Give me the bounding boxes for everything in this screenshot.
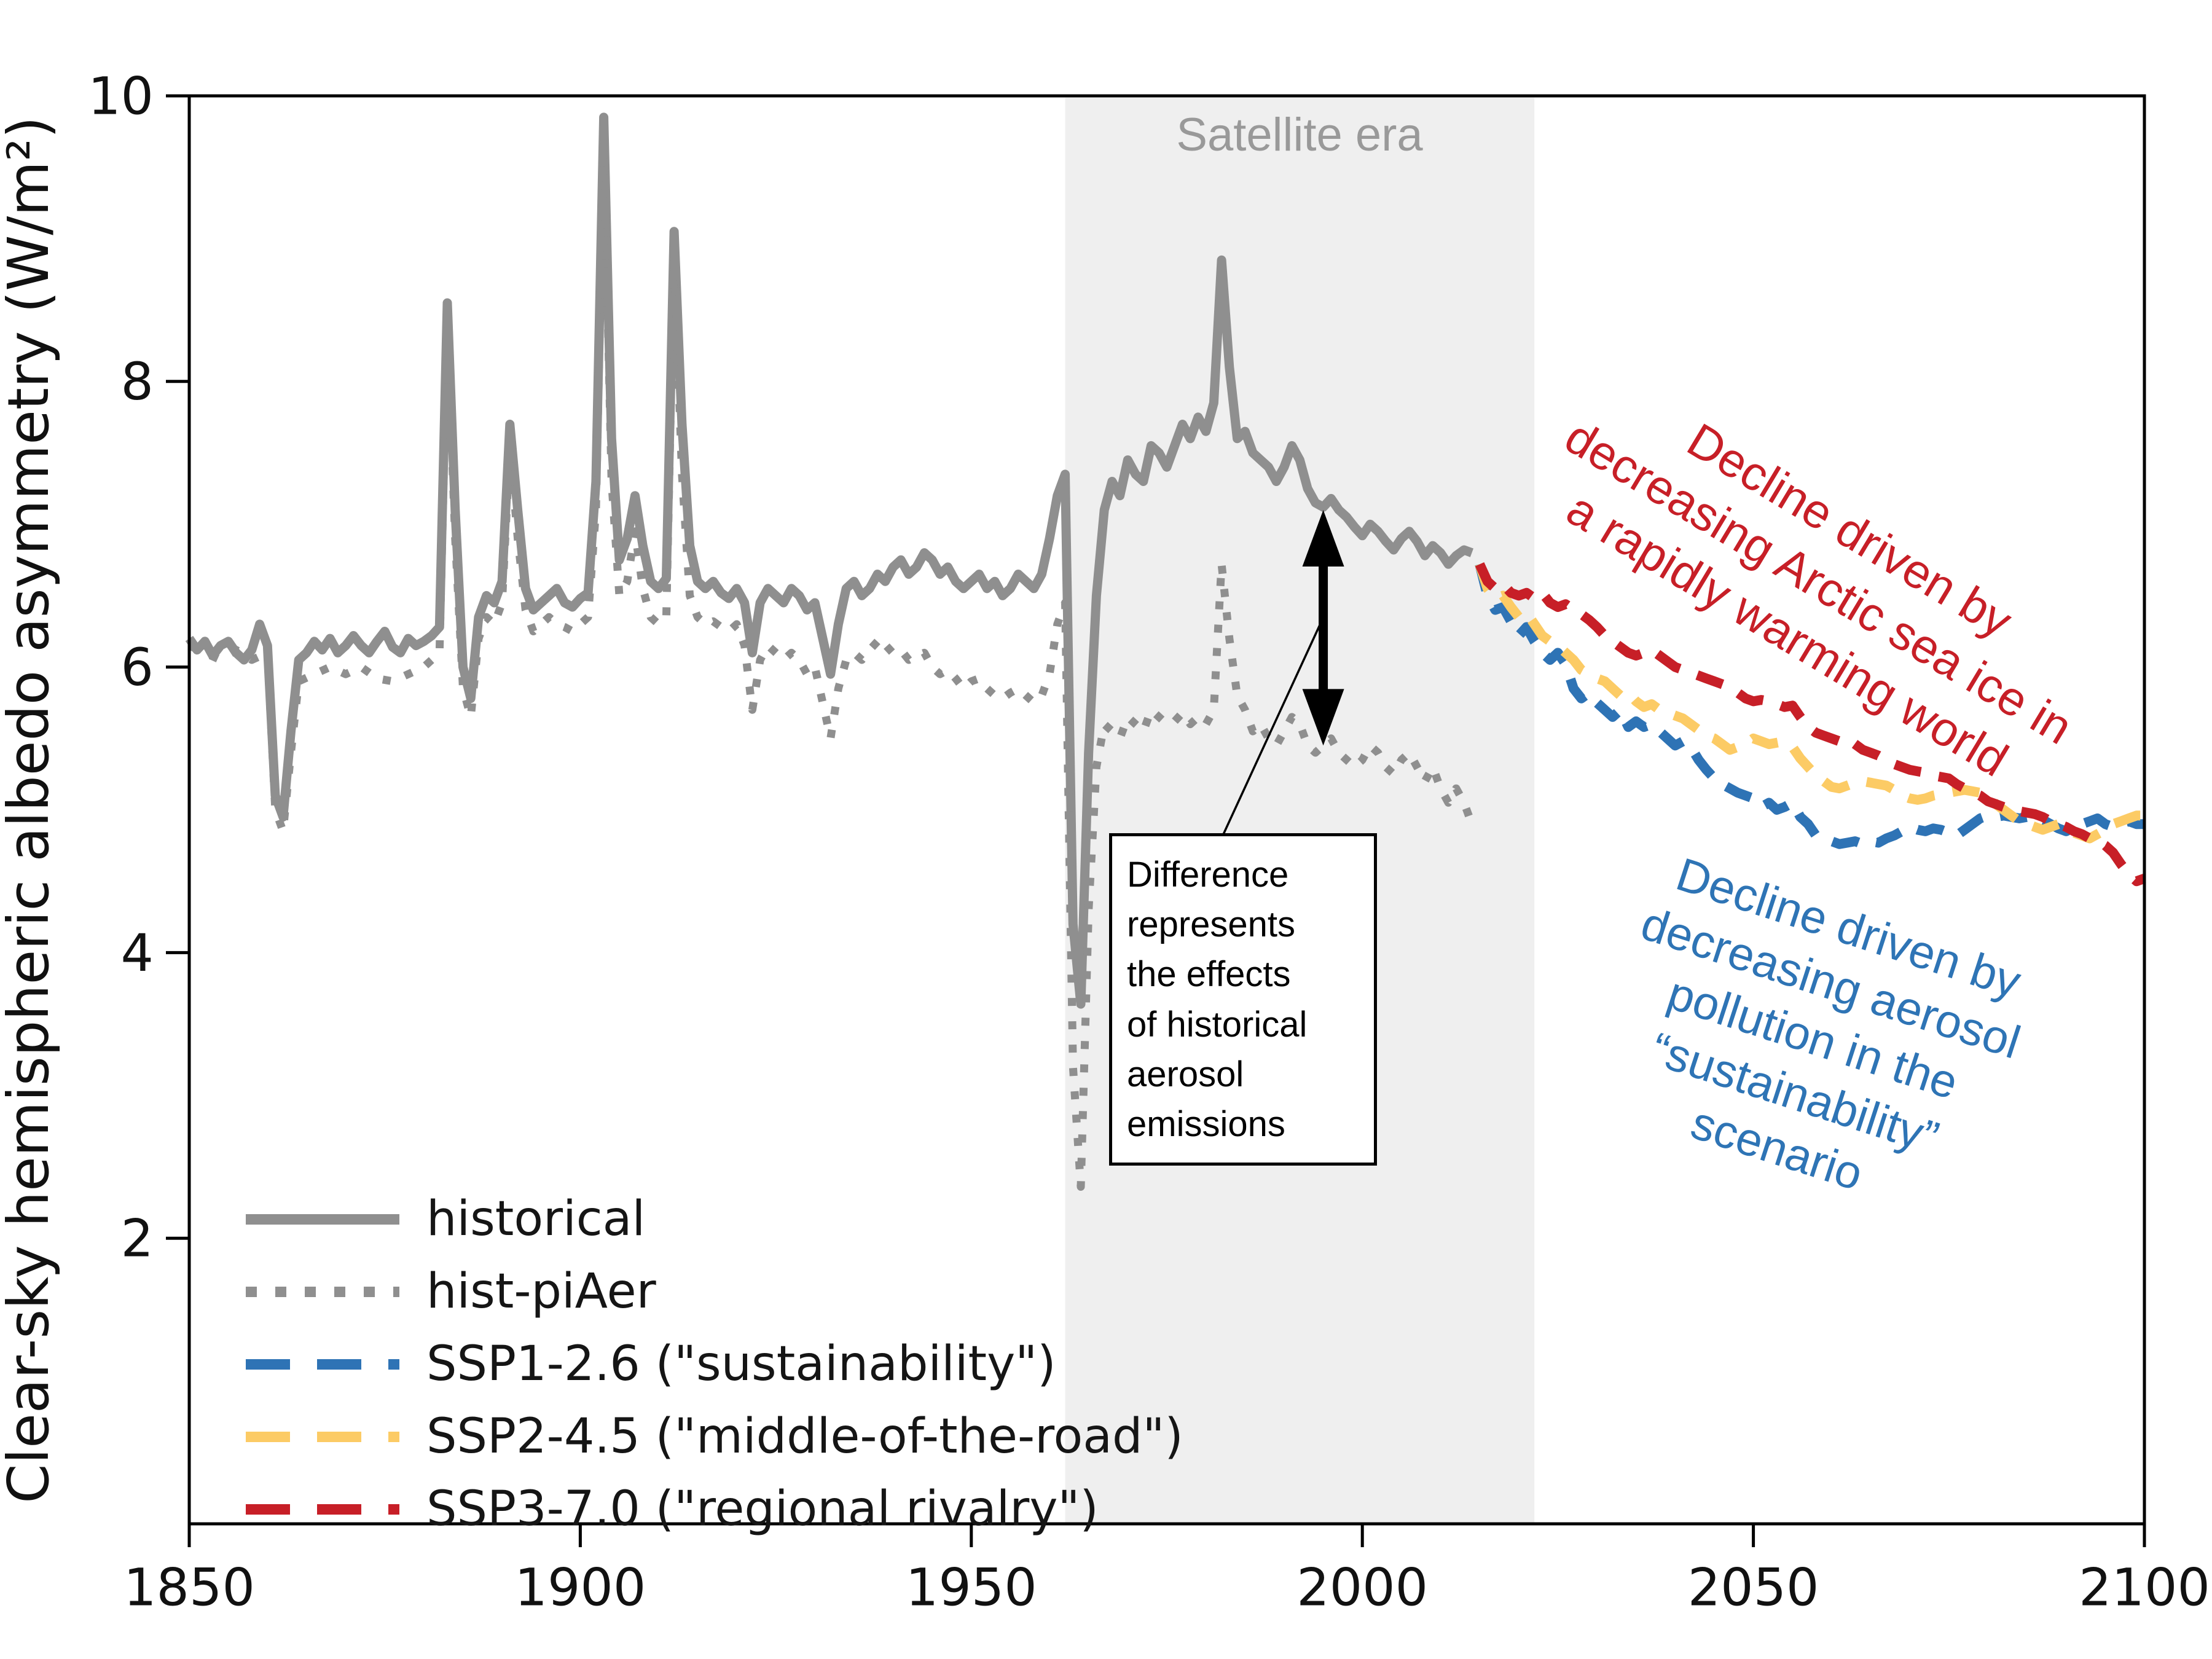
data-series-group <box>185 112 2146 1191</box>
legend-item-historical: historical <box>246 1183 1183 1255</box>
legend-swatch-solid-icon <box>246 1214 399 1225</box>
annotation-shapes-group <box>1222 509 1344 836</box>
legend-swatch-dashed-icon <box>246 1359 399 1370</box>
legend-label: hist-piAer <box>426 1264 656 1319</box>
annotation-leader-line <box>1222 625 1321 836</box>
axes-group: 1850 1900 1950 2000 2050 2100 2 4 6 8 10 <box>88 66 2210 1617</box>
series-line-ssp1-26 <box>1475 563 2144 849</box>
legend-label: SSP1-2.6 ("sustainability") <box>426 1336 1056 1392</box>
plot-frame <box>187 94 2146 1526</box>
x-tick-label: 2050 <box>1688 1557 1819 1617</box>
legend-item-hist-piaer: hist-piAer <box>246 1255 1183 1328</box>
x-tick-label: 2100 <box>2079 1557 2210 1617</box>
y-axis-label: Clear-sky hemispheric albedo asymmetry (… <box>0 116 61 1503</box>
y-tick-label: 4 <box>121 923 154 983</box>
y-tick-label: 10 <box>88 66 154 126</box>
legend-swatch-dotted-icon <box>246 1286 399 1297</box>
legend-swatch-dashed-icon <box>246 1431 399 1442</box>
difference-annotation-box: Difference represents the effects of his… <box>1109 833 1377 1166</box>
y-tick-label: 8 <box>121 351 154 412</box>
y-tick-label: 2 <box>121 1209 154 1269</box>
legend-label: SSP2-4.5 ("middle-of-the-road") <box>426 1409 1183 1464</box>
legend-label: historical <box>426 1191 646 1247</box>
satellite-era-rect <box>1065 98 1535 1524</box>
series-line-ssp3-70 <box>1475 562 2146 887</box>
y-tick-label: 6 <box>121 637 154 697</box>
series-line-historical <box>185 112 1474 1009</box>
legend: historical hist-piAer SSP1-2.6 ("sustainab… <box>246 1183 1183 1545</box>
arrow-head-down-icon <box>1302 689 1344 746</box>
legend-item-ssp1-26: SSP1-2.6 ("sustainability") <box>246 1328 1183 1400</box>
satellite-era-label: Satellite era <box>1176 109 1423 161</box>
x-tick-label: 1900 <box>515 1557 646 1617</box>
x-tick-label: 1850 <box>124 1557 255 1617</box>
satellite-era-band <box>1065 98 1535 1524</box>
legend-label: SSP3-7.0 ("regional rivalry") <box>426 1481 1099 1537</box>
arrow-head-up-icon <box>1302 509 1344 567</box>
legend-item-ssp3-70: SSP3-7.0 ("regional rivalry") <box>246 1473 1183 1545</box>
x-tick-label: 2000 <box>1296 1557 1428 1617</box>
series-line-ssp2-45 <box>1475 562 2144 844</box>
legend-item-ssp2-45: SSP2-4.5 ("middle-of-the-road") <box>246 1400 1183 1473</box>
legend-swatch-dashed-icon <box>246 1504 399 1515</box>
x-tick-label: 1950 <box>906 1557 1037 1617</box>
